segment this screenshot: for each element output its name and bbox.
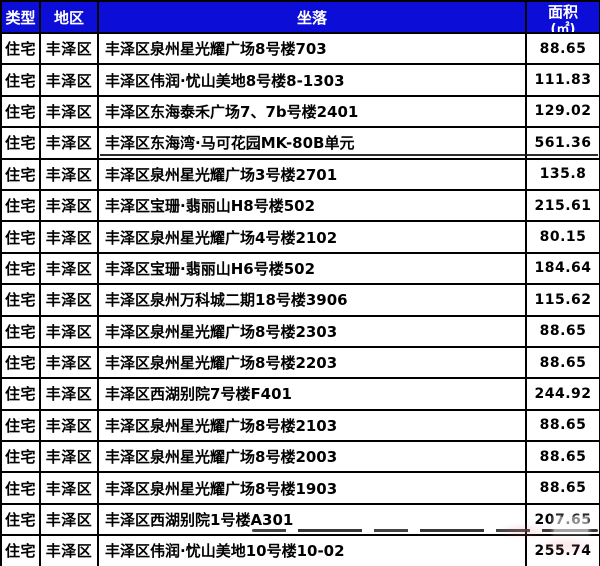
cell-location: 丰泽区泉州星光耀广场8号楼1903: [97, 471, 527, 505]
cell-area: 88.65: [525, 440, 600, 474]
cell-district: 丰泽区: [39, 188, 99, 223]
cell-district: 丰泽区: [39, 283, 99, 317]
cell-type: 住宅: [0, 126, 41, 160]
cell-location: 丰泽区泉州星光耀广场4号楼2102: [97, 220, 527, 254]
table-row: 住宅 丰泽区 丰泽区西湖别院1号楼A301 207.65: [0, 502, 600, 537]
table-row: 住宅 丰泽区 丰泽区泉州星光耀广场4号楼2102 80.15: [0, 220, 600, 254]
cell-area: 88.65: [525, 31, 600, 66]
cell-area: 244.92: [525, 377, 600, 411]
cell-location: 丰泽区伟润·忧山美地8号楼8-1303: [97, 63, 527, 97]
cell-location: 丰泽区泉州星光耀广场8号楼2003: [97, 440, 527, 474]
cell-area: 255.74: [525, 534, 600, 566]
table-row: 住宅 丰泽区 丰泽区东海泰禾广场7、7b号楼2401 129.02: [0, 94, 600, 129]
cell-type: 住宅: [0, 63, 41, 97]
cell-district: 丰泽区: [39, 471, 99, 505]
table-row: 住宅 丰泽区 丰泽区泉州星光耀广场8号楼2303 88.65: [0, 314, 600, 348]
cell-location: 丰泽区泉州星光耀广场8号楼2303: [97, 314, 527, 348]
cell-location: 丰泽区宝珊·翡丽山H6号楼502: [97, 251, 527, 286]
cell-district: 丰泽区: [39, 502, 99, 537]
cell-location: 丰泽区西湖别院1号楼A301: [97, 502, 527, 537]
table-row: 住宅 丰泽区 丰泽区东海湾·马可花园MK-80B单元 561.36: [0, 126, 600, 160]
cell-type: 住宅: [0, 94, 41, 129]
cell-area: 115.62: [525, 283, 600, 317]
cell-area: 111.83: [525, 63, 600, 97]
cell-area: 80.15: [525, 220, 600, 254]
cell-type: 住宅: [0, 220, 41, 254]
table-row: 住宅 丰泽区 丰泽区泉州星光耀广场8号楼2003 88.65: [0, 440, 600, 474]
col-header-location: 坐落: [97, 0, 527, 34]
cell-type: 住宅: [0, 188, 41, 223]
table-row: 住宅 丰泽区 丰泽区宝珊·翡丽山H6号楼502 184.64: [0, 251, 600, 286]
table-row: 住宅 丰泽区 丰泽区泉州星光耀广场8号楼2203 88.65: [0, 345, 600, 380]
table-row: 住宅 丰泽区 丰泽区泉州万科城二期18号楼3906 115.62: [0, 283, 600, 317]
cell-location: 丰泽区泉州万科城二期18号楼3906: [97, 283, 527, 317]
table-row: 住宅 丰泽区 丰泽区泉州星光耀广场8号楼2103 88.65: [0, 408, 600, 443]
cell-type: 住宅: [0, 157, 41, 191]
cell-location: 丰泽区伟润·忧山美地10号楼10-02: [97, 534, 527, 566]
cell-district: 丰泽区: [39, 251, 99, 286]
cell-area: 129.02: [525, 94, 600, 129]
cell-district: 丰泽区: [39, 377, 99, 411]
cell-type: 住宅: [0, 283, 41, 317]
cell-district: 丰泽区: [39, 440, 99, 474]
cell-type: 住宅: [0, 471, 41, 505]
cell-type: 住宅: [0, 440, 41, 474]
cell-district: 丰泽区: [39, 408, 99, 443]
table-row: 住宅 丰泽区 丰泽区泉州星光耀广场8号楼703 88.65: [0, 31, 600, 66]
cell-type: 住宅: [0, 314, 41, 348]
table-row: 住宅 丰泽区 丰泽区宝珊·翡丽山H8号楼502 215.61: [0, 188, 600, 223]
cell-district: 丰泽区: [39, 94, 99, 129]
cell-location: 丰泽区泉州星光耀广场8号楼703: [97, 31, 527, 66]
area-header-label: 面积: [547, 3, 578, 21]
table-row: 住宅 丰泽区 丰泽区泉州星光耀广场8号楼1903 88.65: [0, 471, 600, 505]
cell-type: 住宅: [0, 251, 41, 286]
cell-district: 丰泽区: [39, 31, 99, 66]
table-row: 住宅 丰泽区 丰泽区西湖别院7号楼F401 244.92: [0, 377, 600, 411]
cell-area: 207.65: [525, 502, 600, 537]
cell-area: 88.65: [525, 314, 600, 348]
cell-district: 丰泽区: [39, 157, 99, 191]
cell-area: 88.65: [525, 345, 600, 380]
cell-type: 住宅: [0, 502, 41, 537]
table-row: 住宅 丰泽区 丰泽区伟润·忧山美地8号楼8-1303 111.83: [0, 63, 600, 97]
cell-district: 丰泽区: [39, 314, 99, 348]
cell-type: 住宅: [0, 345, 41, 380]
cell-location: 丰泽区泉州星光耀广场3号楼2701: [97, 157, 527, 191]
cell-district: 丰泽区: [39, 126, 99, 160]
header-row: 类型 地区 坐落 面积 (㎡): [0, 0, 600, 34]
cell-area: 88.65: [525, 408, 600, 443]
cell-type: 住宅: [0, 377, 41, 411]
col-header-district: 地区: [39, 0, 99, 34]
cell-location: 丰泽区泉州星光耀广场8号楼2103: [97, 408, 527, 443]
cell-type: 住宅: [0, 534, 41, 566]
cell-type: 住宅: [0, 31, 41, 66]
cell-district: 丰泽区: [39, 220, 99, 254]
table-row: 住宅 丰泽区 丰泽区泉州星光耀广场3号楼2701 135.8: [0, 157, 600, 191]
cell-location: 丰泽区泉州星光耀广场8号楼2203: [97, 345, 527, 380]
cell-district: 丰泽区: [39, 534, 99, 566]
cell-location: 丰泽区西湖别院7号楼F401: [97, 377, 527, 411]
cell-area: 215.61: [525, 188, 600, 223]
cell-area: 184.64: [525, 251, 600, 286]
cell-area: 135.8: [525, 157, 600, 191]
cell-district: 丰泽区: [39, 345, 99, 380]
area-header-unit: (㎡): [550, 22, 576, 32]
col-header-area: 面积 (㎡): [525, 0, 600, 34]
cell-location: 丰泽区东海泰禾广场7、7b号楼2401: [97, 94, 527, 129]
table-row: 住宅 丰泽区 丰泽区伟润·忧山美地10号楼10-02 255.74: [0, 534, 600, 566]
cell-location: 丰泽区宝珊·翡丽山H8号楼502: [97, 188, 527, 223]
col-header-type: 类型: [0, 0, 41, 34]
cell-type: 住宅: [0, 408, 41, 443]
cell-area: 88.65: [525, 471, 600, 505]
cell-location: 丰泽区东海湾·马可花园MK-80B单元: [97, 126, 527, 160]
cell-area: 561.36: [525, 126, 600, 160]
cell-district: 丰泽区: [39, 63, 99, 97]
